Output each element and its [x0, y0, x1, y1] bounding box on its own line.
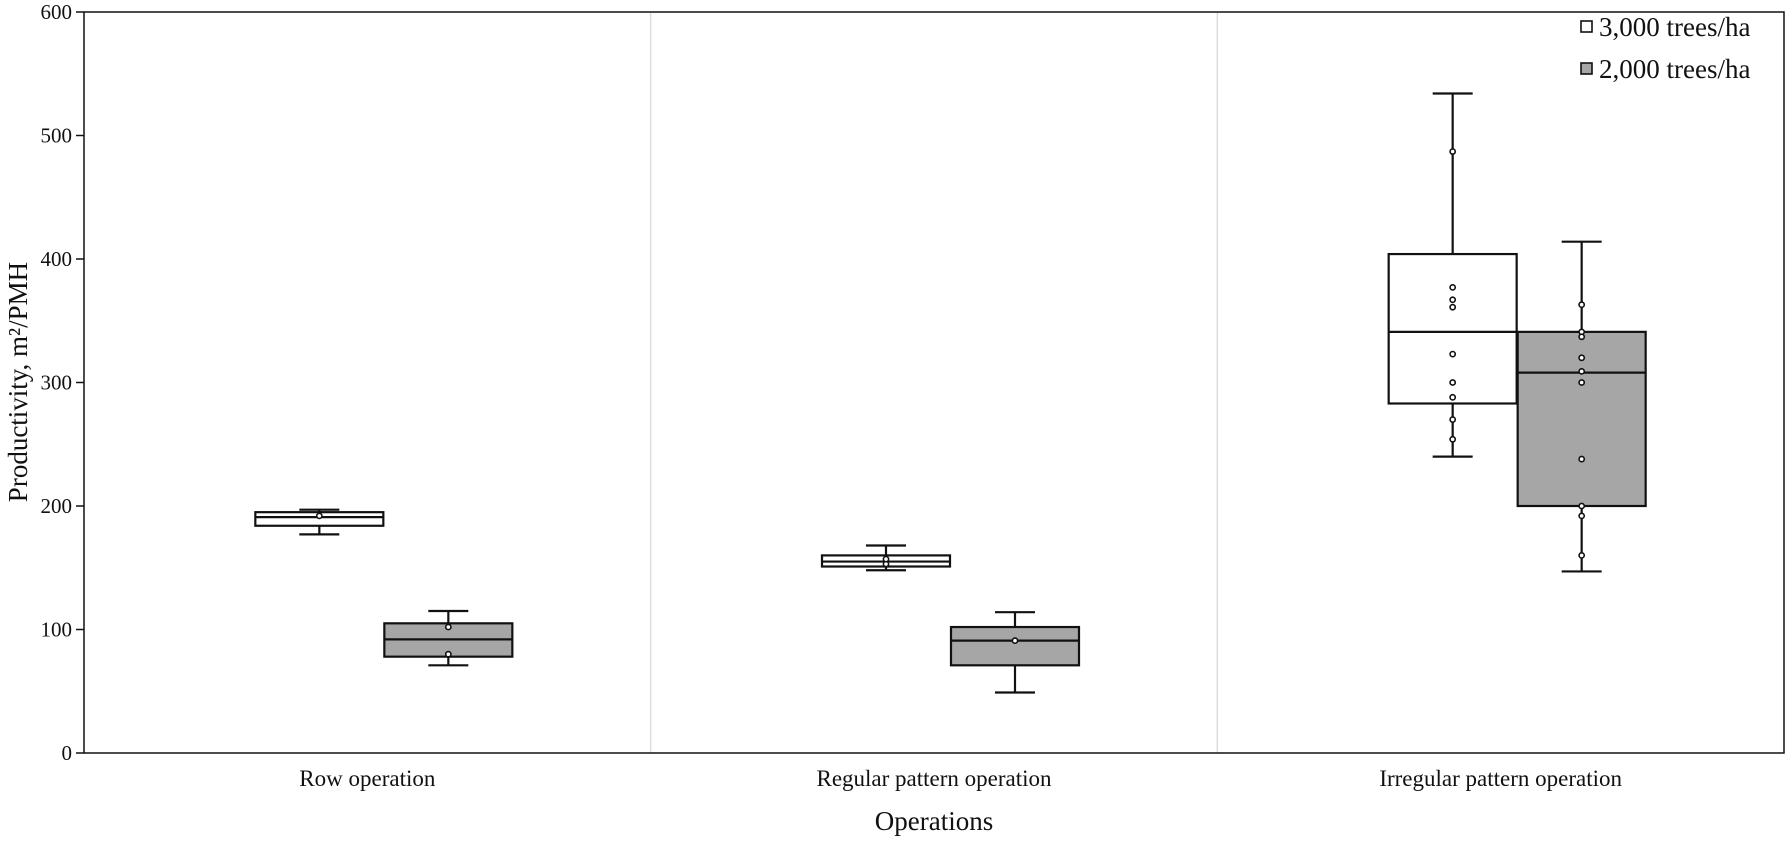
- legend: 3,000 trees/ha 2,000 trees/ha: [1580, 12, 1750, 84]
- x-axis: Row operation Regular pattern operation Ir…: [299, 766, 1622, 791]
- data-point: [882, 555, 890, 563]
- data-point: [444, 623, 452, 631]
- data-point: [1578, 379, 1586, 386]
- category-label: Row operation: [299, 766, 436, 791]
- data-point: [1578, 455, 1586, 463]
- legend-swatch: [1580, 62, 1593, 75]
- y-tick-label: 0: [62, 741, 73, 765]
- box-1-0: [383, 609, 514, 667]
- y-tick-label: 500: [41, 124, 73, 148]
- box-0-0: [254, 508, 385, 536]
- data-point: [1578, 301, 1586, 309]
- category-label: Irregular pattern operation: [1379, 766, 1622, 791]
- box-0-1: [820, 544, 952, 572]
- data-point: [1578, 512, 1586, 520]
- data-point: [1578, 367, 1586, 375]
- box-iqr: [1387, 252, 1518, 405]
- y-tick-label: 300: [41, 371, 73, 395]
- data-point: [1578, 552, 1586, 559]
- y-axis-title: Productivity, m²/PMH: [3, 262, 33, 502]
- x-axis-title: Operations: [875, 806, 993, 836]
- y-tick-label: 200: [41, 494, 73, 518]
- box-iqr: [949, 625, 1081, 667]
- box-0-2: [1387, 92, 1518, 458]
- data-point: [1449, 148, 1457, 155]
- data-point: [1578, 354, 1586, 362]
- legend-label: 2,000 trees/ha: [1599, 54, 1750, 84]
- legend-label: 3,000 trees/ha: [1599, 12, 1750, 42]
- y-tick-label: 400: [41, 247, 73, 271]
- box-plots: [254, 92, 1647, 694]
- data-point: [1578, 502, 1586, 510]
- box-1-1: [949, 611, 1081, 694]
- category-label: Regular pattern operation: [816, 766, 1052, 791]
- y-axis: 0 100 200 300 400 500 600: [41, 0, 84, 765]
- legend-swatch: [1580, 20, 1593, 33]
- category-dividers: [649, 12, 1219, 753]
- data-point: [1449, 296, 1457, 304]
- data-point: [1449, 350, 1457, 358]
- data-point: [1449, 379, 1457, 386]
- y-tick-label: 600: [41, 0, 73, 24]
- box-1-2: [1516, 240, 1647, 573]
- data-point: [444, 650, 452, 658]
- y-tick-label: 100: [41, 618, 73, 642]
- data-point: [1578, 333, 1586, 341]
- data-point: [1449, 435, 1457, 443]
- data-point: [1011, 637, 1019, 645]
- data-point: [315, 512, 323, 520]
- data-point: [1449, 303, 1457, 311]
- data-point: [1449, 393, 1457, 401]
- data-point: [1449, 416, 1457, 423]
- data-point: [1449, 284, 1457, 291]
